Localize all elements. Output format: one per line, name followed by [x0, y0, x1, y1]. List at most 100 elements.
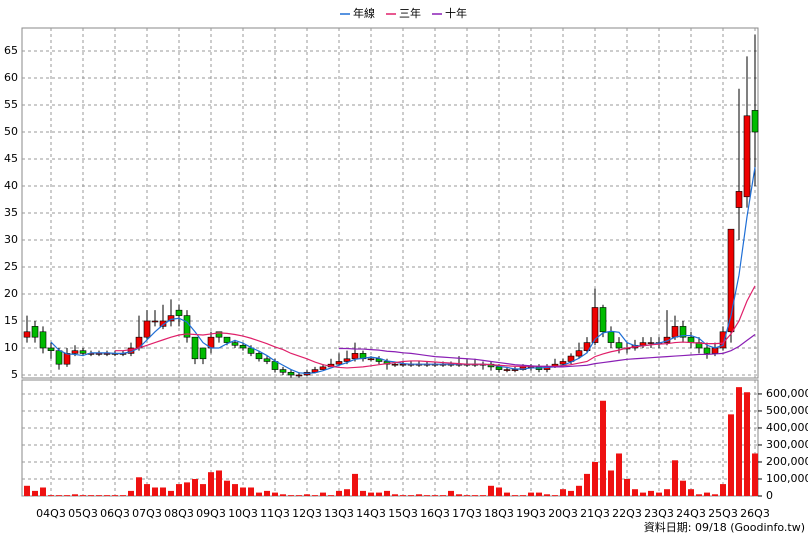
- volume-bar: [32, 490, 38, 496]
- candle-body: [191, 336, 199, 360]
- volume-bar: [464, 495, 470, 496]
- candle-body: [711, 347, 719, 354]
- y-tick-label: 45: [4, 152, 18, 165]
- y2-tick-label: 100,000: [766, 472, 808, 485]
- legend-label: 年線: [353, 6, 375, 20]
- volume-bar: [736, 387, 742, 496]
- volume-bar: [616, 453, 622, 496]
- volume-bar: [384, 490, 390, 496]
- volume-bar: [232, 484, 238, 496]
- candle-body: [511, 369, 519, 371]
- y2-tick-label: 0: [766, 489, 773, 502]
- candle-body: [159, 320, 167, 327]
- volume-bar: [24, 485, 30, 496]
- volume-bar: [96, 495, 102, 496]
- legend-label: 十年: [445, 6, 467, 20]
- volume-bar: [536, 492, 542, 496]
- volume-bar: [200, 484, 206, 496]
- candle-body: [175, 309, 183, 316]
- candle-body: [287, 371, 295, 376]
- volume-bar: [664, 489, 670, 496]
- volume-bar: [520, 495, 526, 496]
- volume-bar: [568, 490, 574, 496]
- x-tick-label: 16Q3: [420, 507, 450, 520]
- volume-bar: [672, 460, 678, 496]
- volume-bar: [416, 494, 422, 496]
- candle-body: [263, 358, 271, 362]
- candle-body: [319, 366, 327, 370]
- candle-body: [55, 350, 63, 365]
- volume-bar: [344, 489, 350, 496]
- candle-body: [615, 342, 623, 349]
- candle-body: [199, 347, 207, 360]
- volume-bar: [48, 495, 54, 496]
- volume-bar: [128, 490, 134, 496]
- volume-bar: [336, 490, 342, 496]
- volume-bar: [728, 414, 734, 496]
- candle-body: [735, 191, 743, 208]
- candle-body: [743, 115, 751, 198]
- x-tick-label: 04Q3: [36, 507, 66, 520]
- volume-bar: [600, 400, 606, 496]
- volume-bar: [552, 495, 558, 496]
- volume-bar: [152, 487, 158, 496]
- candle-body: [727, 228, 735, 333]
- volume-bar: [624, 478, 630, 496]
- candle-body: [31, 326, 39, 338]
- volume-bar: [216, 470, 222, 496]
- volume-bar: [584, 473, 590, 496]
- candle-body: [239, 344, 247, 349]
- volume-bar: [432, 495, 438, 496]
- volume-bar: [488, 485, 494, 496]
- y-tick-label: 60: [4, 71, 18, 84]
- x-tick-label: 11Q3: [260, 507, 290, 520]
- candle-body: [167, 315, 175, 322]
- x-tick-label: 10Q3: [228, 507, 258, 520]
- volume-bar: [712, 494, 718, 496]
- volume-bar: [376, 492, 382, 496]
- x-tick-label: 05Q3: [68, 507, 98, 520]
- candle-body: [647, 342, 655, 344]
- volume-bar: [440, 495, 446, 496]
- candle-body: [607, 331, 615, 343]
- ma-line: [339, 333, 756, 368]
- x-tick-label: 26Q3: [740, 507, 770, 520]
- volume-bar: [368, 492, 374, 496]
- volume-bar: [352, 473, 358, 496]
- candle-body: [367, 358, 375, 361]
- volume-bar: [264, 490, 270, 496]
- volume-bar: [592, 461, 598, 496]
- y-tick-label: 65: [4, 44, 18, 57]
- volume-bar: [696, 494, 702, 496]
- volume-bar: [360, 490, 366, 496]
- y2-tick-label: 300,000: [766, 438, 808, 451]
- candle-body: [639, 342, 647, 346]
- candle-body: [39, 331, 47, 349]
- footer: 資料日期: 09/18 (Goodinfo.tw): [644, 520, 805, 534]
- x-tick-label: 19Q3: [516, 507, 546, 520]
- candle-body: [143, 320, 151, 338]
- volume-bar: [280, 494, 286, 496]
- volume-bar: [248, 487, 254, 496]
- x-tick-label: 20Q3: [548, 507, 578, 520]
- candle-body: [703, 347, 711, 354]
- volume-bar: [176, 484, 182, 496]
- volume-bar: [240, 487, 246, 496]
- volume-bar: [192, 478, 198, 496]
- candle-body: [279, 369, 287, 373]
- y-tick-label: 35: [4, 206, 18, 219]
- volume-bar: [312, 495, 318, 496]
- volume-bar: [40, 487, 46, 496]
- volume-bar: [208, 472, 214, 496]
- candle-body: [343, 358, 351, 362]
- candle-body: [47, 347, 55, 351]
- volume-bar: [512, 495, 518, 496]
- y-tick-label: 25: [4, 260, 18, 273]
- candle-body: [63, 353, 71, 365]
- x-tick-label: 13Q3: [324, 507, 354, 520]
- volume-bar: [496, 487, 502, 496]
- y2-tick-label: 500,000: [766, 404, 808, 417]
